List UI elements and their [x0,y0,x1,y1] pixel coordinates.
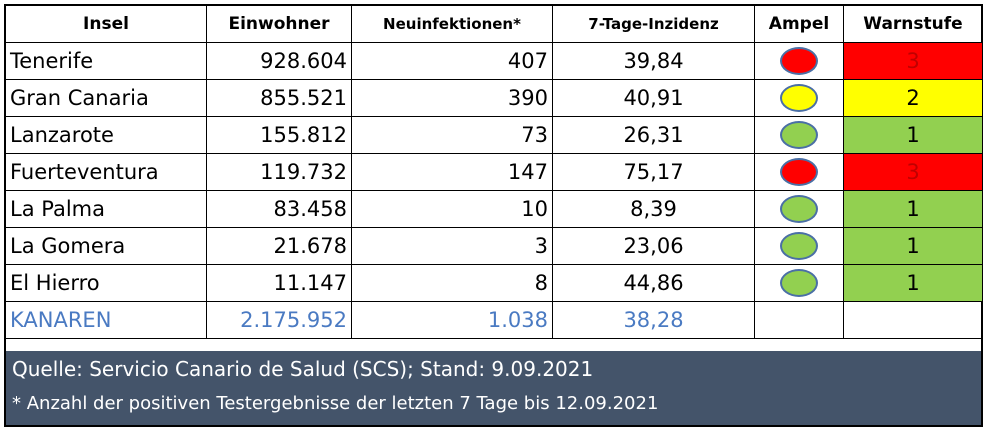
incidence-table: Insel Einwohner Neuinfektionen* 7-Tage-I… [5,5,983,339]
ampel-yellow-light-icon [780,84,818,112]
total-row: KANAREN 2.175.952 1.038 38,28 [5,301,983,339]
cell-warnstufe: 1 [843,190,983,228]
cell-ampel [754,42,844,80]
cell-neuinfektionen: 390 [351,79,553,117]
cell-warnstufe: 1 [843,264,983,302]
cell-neuinfektionen: 3 [351,227,553,265]
cell-neuinfektionen: 407 [351,42,553,80]
cell-einwohner: 928.604 [206,42,352,80]
ampel-green-light-icon [780,195,818,223]
table-row: Lanzarote 155.812 73 26,31 1 [5,116,983,154]
table-row: Gran Canaria 855.521 390 40,91 2 [5,79,983,117]
footer-panel: Quelle: Servicio Canario de Salud (SCS);… [6,351,981,425]
total-inzidenz: 38,28 [552,301,755,339]
table-row: Tenerife 928.604 407 39,84 3 [5,42,983,80]
cell-inzidenz: 44,86 [552,264,755,302]
cell-neuinfektionen: 8 [351,264,553,302]
cell-einwohner: 155.812 [206,116,352,154]
cell-ampel [754,153,844,191]
cell-inzidenz: 40,91 [552,79,755,117]
table-row: Fuerteventura 119.732 147 75,17 3 [5,153,983,191]
cell-insel: Tenerife [5,42,207,80]
cell-insel: Fuerteventura [5,153,207,191]
header-row: Insel Einwohner Neuinfektionen* 7-Tage-I… [5,5,983,43]
ampel-green-light-icon [780,232,818,260]
cell-inzidenz: 26,31 [552,116,755,154]
table-row: La Palma 83.458 10 8,39 1 [5,190,983,228]
table-row: La Gomera 21.678 3 23,06 1 [5,227,983,265]
cell-einwohner: 855.521 [206,79,352,117]
cell-warnstufe: 2 [843,79,983,117]
ampel-red-light-icon [780,47,818,75]
cell-ampel [754,227,844,265]
cell-neuinfektionen: 10 [351,190,553,228]
cell-warnstufe: 3 [843,42,983,80]
cell-warnstufe: 1 [843,227,983,265]
cell-ampel [754,190,844,228]
covid-table-sheet: Insel Einwohner Neuinfektionen* 7-Tage-I… [4,4,983,427]
cell-ampel [754,264,844,302]
ampel-green-light-icon [780,121,818,149]
header-insel: Insel [5,5,207,43]
cell-ampel [754,116,844,154]
cell-einwohner: 21.678 [206,227,352,265]
header-warnstufe: Warnstufe [843,5,983,43]
cell-insel: El Hierro [5,264,207,302]
cell-inzidenz: 23,06 [552,227,755,265]
header-inzidenz: 7-Tage-Inzidenz [552,5,755,43]
cell-warnstufe: 3 [843,153,983,191]
cell-insel: Gran Canaria [5,79,207,117]
cell-inzidenz: 75,17 [552,153,755,191]
footnote-text: * Anzahl der positiven Testergebnisse de… [12,393,659,414]
source-text: Quelle: Servicio Canario de Salud (SCS);… [12,357,594,381]
total-ampel-empty [754,301,844,339]
table-row: El Hierro 11.147 8 44,86 1 [5,264,983,302]
header-ampel: Ampel [754,5,844,43]
header-neuinfektionen: Neuinfektionen* [351,5,553,43]
cell-einwohner: 83.458 [206,190,352,228]
cell-insel: Lanzarote [5,116,207,154]
ampel-red-light-icon [780,158,818,186]
table-body: Tenerife 928.604 407 39,84 3 Gran Canaria 855.… [5,42,983,302]
total-insel: KANAREN [5,301,207,339]
cell-insel: La Gomera [5,227,207,265]
total-warnstufe-empty [843,301,983,339]
cell-insel: La Palma [5,190,207,228]
total-neuinfektionen: 1.038 [351,301,553,339]
ampel-green-light-icon [780,269,818,297]
cell-inzidenz: 39,84 [552,42,755,80]
cell-einwohner: 119.732 [206,153,352,191]
total-einwohner: 2.175.952 [206,301,352,339]
cell-neuinfektionen: 73 [351,116,553,154]
cell-inzidenz: 8,39 [552,190,755,228]
header-einwohner: Einwohner [206,5,352,43]
cell-neuinfektionen: 147 [351,153,553,191]
cell-warnstufe: 1 [843,116,983,154]
cell-ampel [754,79,844,117]
cell-einwohner: 11.147 [206,264,352,302]
